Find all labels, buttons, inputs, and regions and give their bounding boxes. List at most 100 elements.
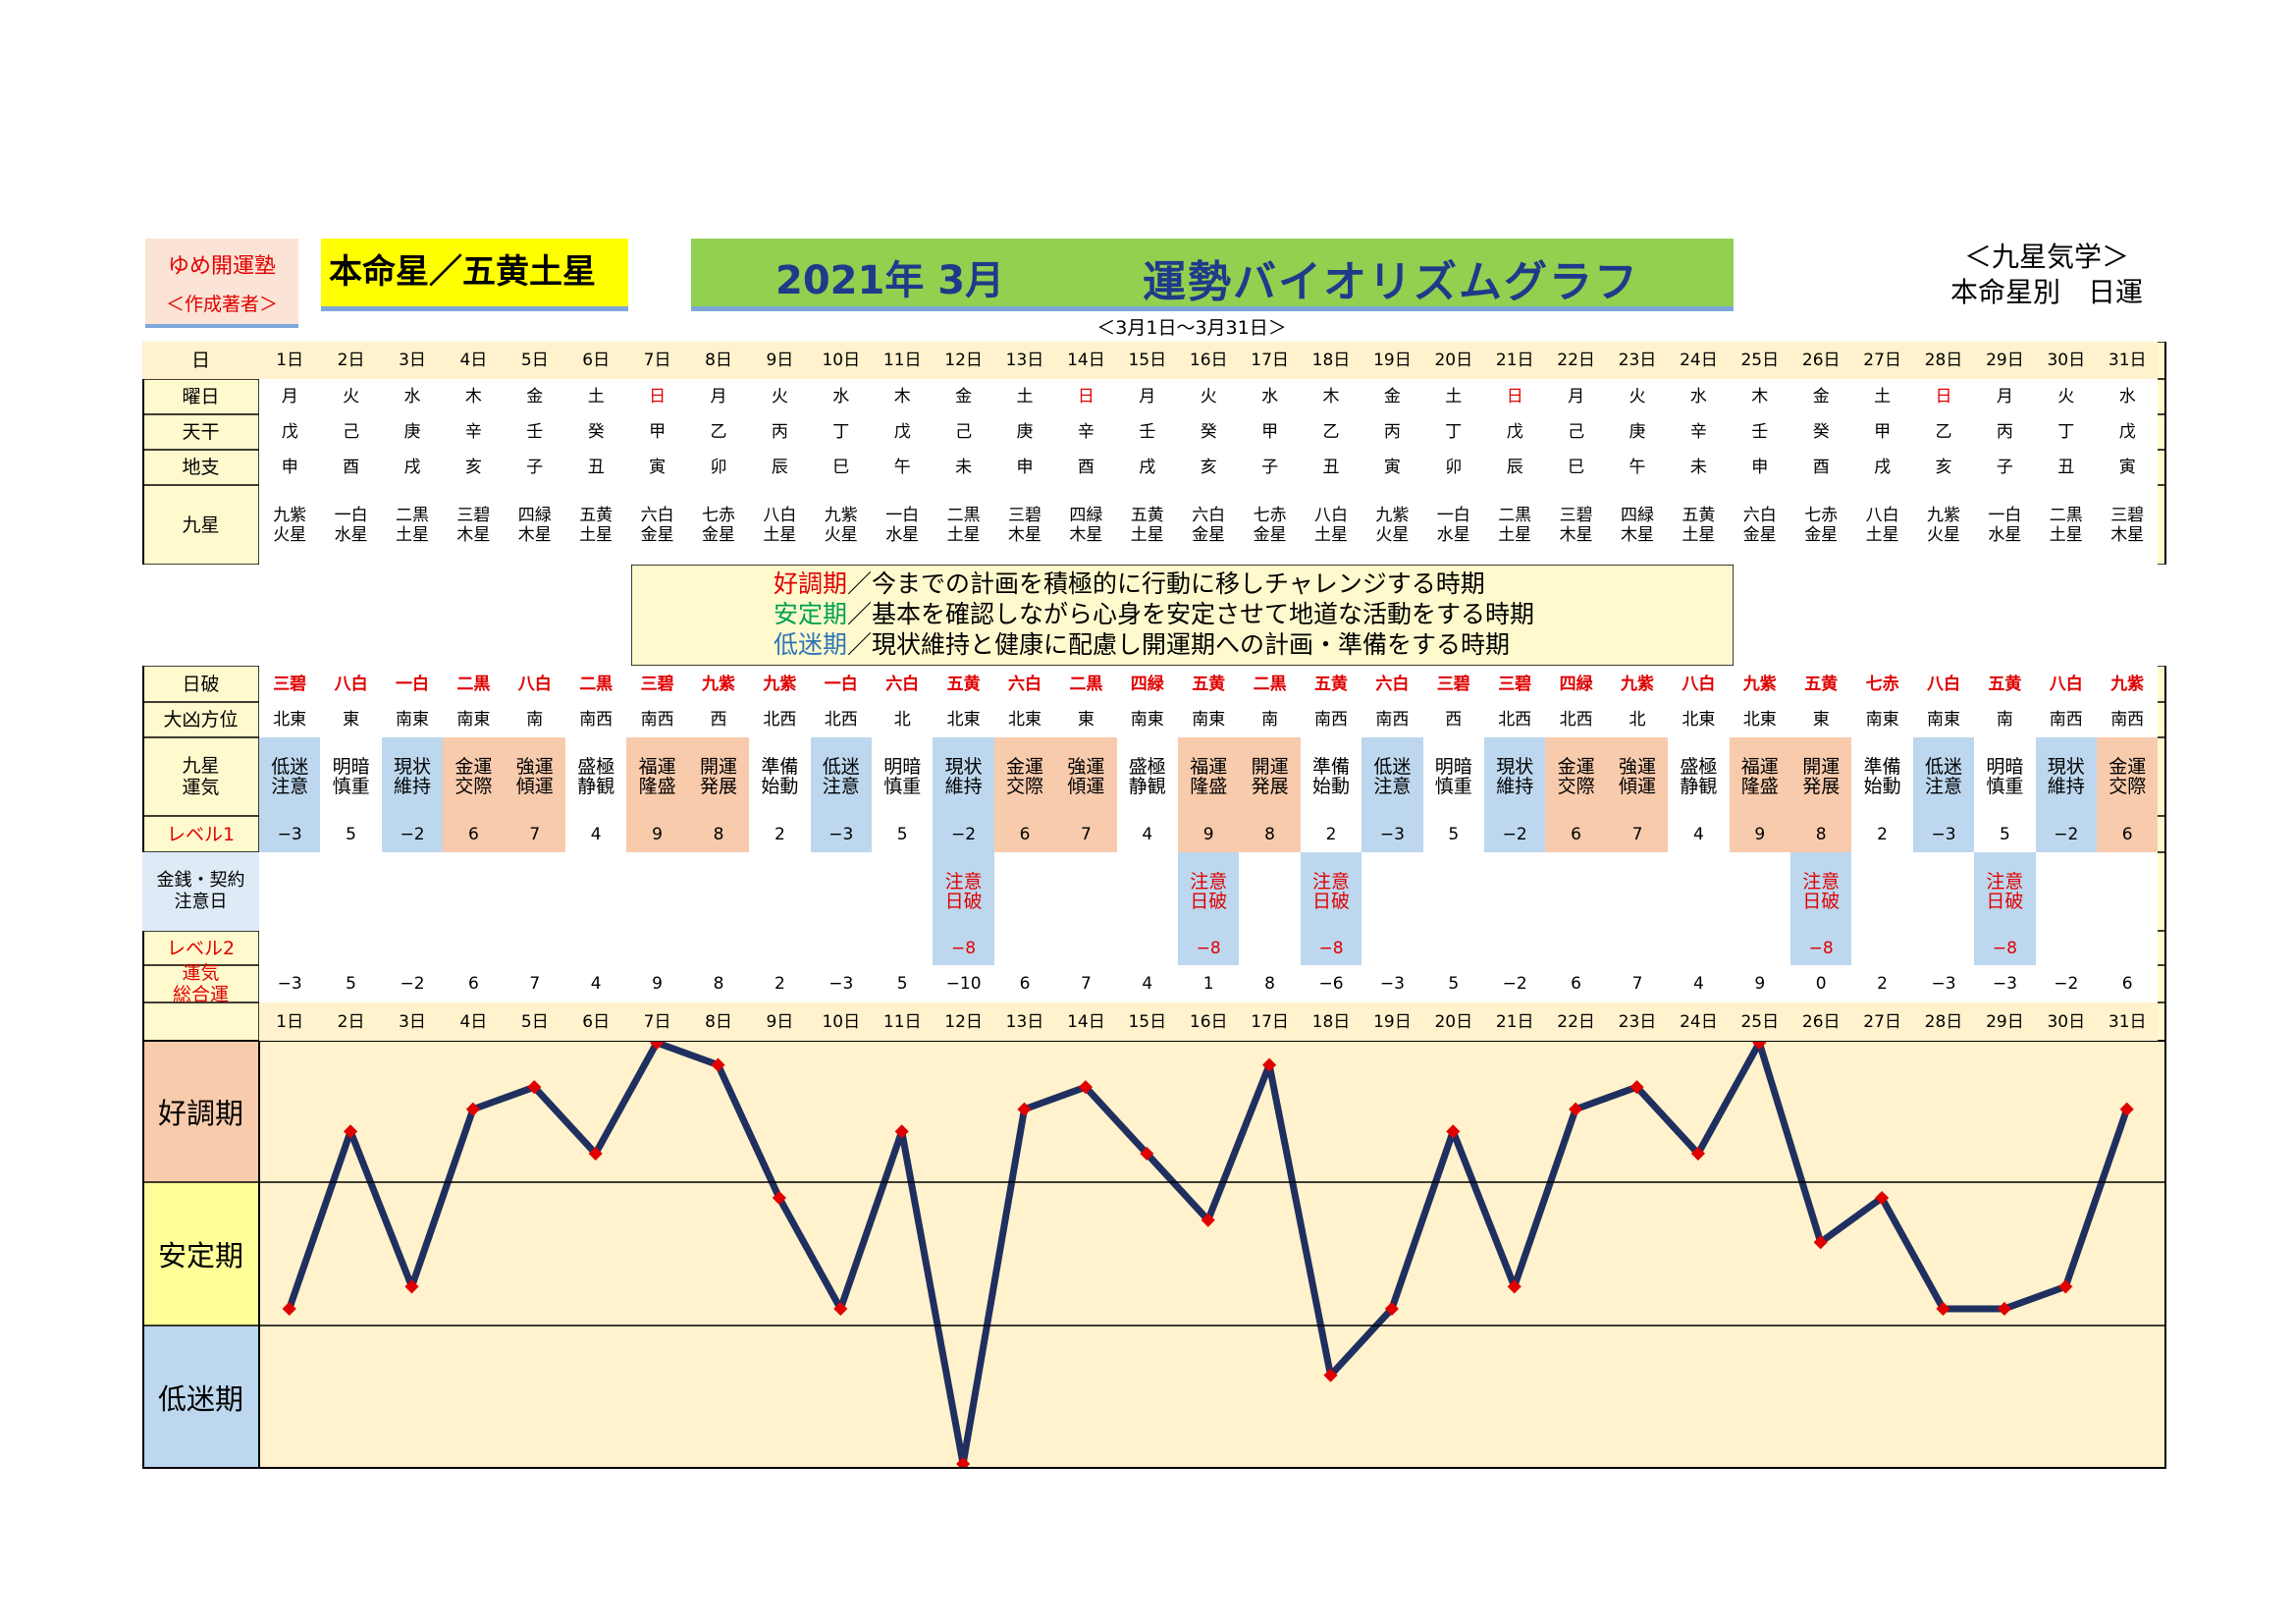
chishi-cell: 子	[1239, 450, 1301, 485]
kyusei-name: 八白	[763, 505, 797, 525]
level1-value: 8	[1815, 824, 1827, 844]
data-point-29日	[1997, 1301, 2011, 1317]
kyusei-cell: 九紫 火星	[810, 485, 872, 565]
level1-cell: 2	[1300, 816, 1362, 852]
day-label: 4日	[459, 1011, 488, 1032]
total-cell: 7	[1606, 965, 1669, 1002]
level2-cell	[810, 931, 872, 965]
fortune-cell: 金運 交際	[2097, 737, 2159, 816]
level2-cell: −8	[1300, 931, 1362, 965]
day-header: 14日	[1055, 342, 1117, 379]
level2-value: −8	[1318, 938, 1344, 958]
weekday-cell: 木	[872, 379, 934, 414]
direction-label: 南西	[2049, 710, 2083, 730]
tenkan-label: 壬	[526, 422, 544, 442]
level1-cell: 8	[1790, 816, 1852, 852]
direction-cell: 南西	[565, 702, 627, 737]
row-label-kyusei: 九星	[142, 485, 259, 565]
weekday-cell: 日	[1484, 379, 1546, 414]
direction-cell: 西	[687, 702, 750, 737]
direction-label: 北西	[1498, 710, 1532, 730]
tenkan-label: 甲	[1261, 422, 1279, 442]
nippa-label: 九紫	[1620, 674, 1654, 694]
total-cell: 0	[1790, 965, 1852, 1002]
weekday-cell: 火	[1178, 379, 1240, 414]
nippa-cell: 四緑	[1116, 666, 1178, 702]
kyusei-cell: 八白 土星	[1851, 485, 1913, 565]
row-label-money: 金銭・契約 注意日	[142, 852, 259, 931]
fortune-line2: 慎重	[332, 776, 370, 797]
nippa-cell: 九紫	[749, 666, 811, 702]
total-value: 8	[713, 974, 724, 994]
weekday-cell: 水	[381, 379, 444, 414]
total-value: 5	[346, 974, 356, 994]
day-header: 24日	[1668, 342, 1730, 379]
total-value: −2	[2054, 974, 2079, 994]
level1-value: −3	[1931, 824, 1956, 844]
nippa-cell: 八白	[1668, 666, 1730, 702]
fortune-line2: 維持	[1496, 776, 1534, 797]
kyusei-cell: 六白 金星	[1178, 485, 1240, 565]
weekday-cell: 火	[749, 379, 811, 414]
kyusei-name: 一白	[334, 505, 368, 525]
day-label: 25日	[1740, 1011, 1780, 1032]
total-cell: 6	[1545, 965, 1607, 1002]
tenkan-label: 戊	[2118, 422, 2136, 442]
weekday-cell: 土	[1422, 379, 1484, 414]
day-header: 13日	[993, 342, 1056, 379]
tenkan-cell: 己	[1545, 414, 1607, 450]
tenkan-label: 己	[955, 422, 973, 442]
kyusei-name: 一白	[1988, 505, 2022, 525]
fortune-line1: 金運	[1005, 756, 1043, 778]
day-label: 30日	[2047, 1011, 2086, 1032]
level1-value: 5	[1448, 824, 1460, 844]
day-label: 23日	[1618, 1011, 1657, 1032]
total-cell: −2	[2035, 965, 2097, 1002]
row-label-fortune: 九星 運気	[142, 737, 259, 816]
day-label: 21日	[1495, 1011, 1534, 1032]
kyusei-element: 木星	[1559, 524, 1593, 545]
money-cell	[749, 852, 811, 931]
money-cell: 注意 日破	[933, 852, 994, 931]
day-header: 3日	[381, 342, 444, 379]
direction-label: 北東	[273, 710, 307, 730]
fortune-cell: 明暗 慎重	[320, 737, 382, 816]
chishi-cell: 未	[933, 450, 994, 485]
money-cell	[1729, 852, 1790, 931]
row-label-nippa-line1: 日破	[182, 673, 220, 695]
chishi-label: 子	[1261, 458, 1279, 477]
level2-cell	[1545, 931, 1607, 965]
money-cell	[1055, 852, 1117, 931]
tenkan-label: 乙	[710, 422, 727, 442]
money-caution-line2: 日破	[944, 891, 983, 912]
total-value: −3	[1992, 974, 2017, 994]
author-name: ゆめ開運塾	[167, 254, 276, 279]
total-value: 5	[1448, 974, 1460, 994]
kyusei-cell: 三碧 木星	[1545, 485, 1607, 565]
nippa-cell: 三碧	[1484, 666, 1546, 702]
kyusei-cell: 七赤 金星	[1790, 485, 1852, 565]
total-value: 7	[1080, 974, 1092, 994]
row-label-kyusei-line1: 九星	[182, 514, 220, 536]
money-cell	[1606, 852, 1669, 931]
kyusei-name: 五黄	[1682, 505, 1716, 525]
kyusei-cell: 八白 土星	[749, 485, 811, 565]
kyusei-cell: 一白 水星	[1422, 485, 1484, 565]
nippa-label: 二黒	[1253, 674, 1287, 694]
level2-cell	[1912, 931, 1975, 965]
chishi-label: 寅	[649, 458, 667, 477]
fortune-line2: 始動	[1863, 776, 1901, 797]
tenkan-cell: 庚	[1606, 414, 1669, 450]
nippa-cell: 九紫	[1729, 666, 1790, 702]
money-cell	[1484, 852, 1546, 931]
fortune-line1: 強運	[1618, 756, 1656, 778]
level2-cell	[1362, 931, 1423, 965]
money-caution-line2: 日破	[1311, 891, 1350, 912]
day-label: 14日	[1067, 1011, 1105, 1032]
money-caution-line1: 注意	[944, 871, 983, 893]
zone-low-label: 低迷期	[142, 1326, 259, 1468]
day-footer: 25日	[1729, 1002, 1790, 1041]
fortune-line1: 明暗	[883, 756, 922, 778]
total-cell: −3	[1912, 965, 1975, 1002]
row-label-direction: 大凶方位	[142, 702, 259, 737]
